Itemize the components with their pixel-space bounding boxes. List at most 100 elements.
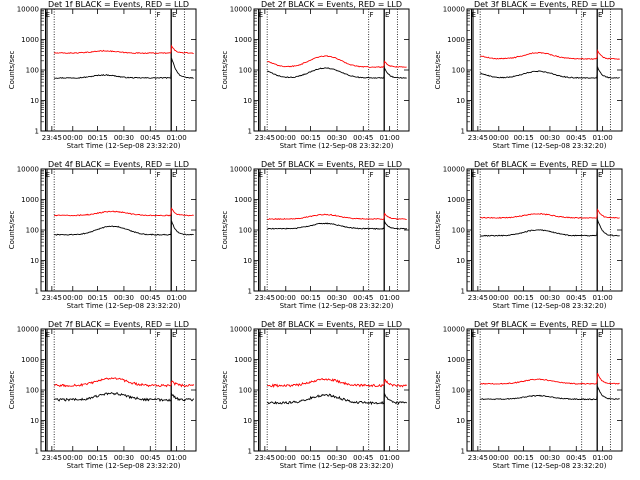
x-tick-label-8-0: 23:45 <box>255 454 275 462</box>
x-tick-label-7-0: 23:45 <box>42 454 62 462</box>
y-tick-label-7-4: 10000 <box>17 326 39 334</box>
y-tick-label-7-1: 10 <box>30 417 39 425</box>
chart-title-5: Det 5f BLACK = Events, RED = LLD <box>261 160 402 169</box>
y-axis-label-8: Counts/sec <box>221 371 229 410</box>
x-tick-label-5-0: 23:45 <box>255 294 275 302</box>
x-axis-label-5: Start Time (12-Sep-08 23:32:20) <box>280 302 394 310</box>
x-tick-label-1-5: 01:00 <box>167 134 187 142</box>
y-axis-label-6: Counts/sec <box>434 211 442 250</box>
x-tick-label-3-0: 23:45 <box>468 134 488 142</box>
y-tick-label-8-0: 1 <box>248 448 252 456</box>
y-tick-label-7-2: 100 <box>26 387 39 395</box>
series-events-line-6 <box>479 219 620 237</box>
chart-panel-2: Det 2f BLACK = Events, RED = LLD 1 10 100 10… <box>221 0 410 150</box>
x-tick-label-6-5: 01:00 <box>593 294 613 302</box>
marker-label-5-2: E <box>385 171 389 179</box>
x-tick-label-9-2: 00:15 <box>513 454 533 462</box>
y-tick-label-1-0: 1 <box>35 128 39 136</box>
chart-title-7: Det 7f BLACK = Events, RED = LLD <box>48 320 189 329</box>
chart-panel-3: Det 3f BLACK = Events, RED = LLD 1 10 100 10… <box>434 0 623 150</box>
y-tick-label-5-3: 1000 <box>234 196 252 204</box>
y-tick-label-2-3: 1000 <box>234 36 252 44</box>
y-tick-label-6-2: 100 <box>452 227 465 235</box>
chart-panel-7: Det 7f BLACK = Events, RED = LLD 1 10 100 10… <box>8 320 197 470</box>
series-lld-line-4 <box>54 207 194 217</box>
x-tick-label-5-2: 00:15 <box>300 294 320 302</box>
y-tick-label-8-1: 10 <box>243 417 252 425</box>
marker-label-5-1: F <box>369 171 373 179</box>
chart-panel-9: Det 9f BLACK = Events, RED = LLD 1 10 100 10… <box>434 320 623 470</box>
x-tick-label-9-3: 00:30 <box>540 454 560 462</box>
marker-label-4-1: F <box>156 171 160 179</box>
series-events-line-7 <box>53 391 195 403</box>
chart-panel-1: Det 1f BLACK = Events, RED = LLD 1 10 100 10… <box>8 0 197 150</box>
marker-label-8-1: F <box>369 331 373 339</box>
y-axis-label-9: Counts/sec <box>434 371 442 410</box>
marker-label-3-1: F <box>582 11 586 19</box>
x-tick-label-6-0: 23:45 <box>468 294 488 302</box>
x-axis-label-8: Start Time (12-Sep-08 23:32:20) <box>280 462 394 470</box>
plot-frame-8 <box>253 328 410 452</box>
series-lld-line-2 <box>267 55 407 69</box>
y-tick-label-6-0: 1 <box>461 288 465 296</box>
x-tick-label-1-2: 00:15 <box>87 134 107 142</box>
y-tick-label-5-2: 100 <box>239 227 252 235</box>
series-events-line-2 <box>267 66 407 79</box>
y-tick-label-2-0: 1 <box>248 128 252 136</box>
y-tick-label-1-2: 100 <box>26 67 39 75</box>
series-events-line-9 <box>480 386 620 401</box>
marker-label-7-0: E <box>46 331 50 339</box>
y-tick-label-3-4: 10000 <box>443 6 465 14</box>
marker-label-6-2: E <box>598 171 602 179</box>
y-tick-label-4-3: 1000 <box>21 196 39 204</box>
x-tick-label-6-2: 00:15 <box>513 294 533 302</box>
marker-label-5-0: E <box>259 171 263 179</box>
marker-label-7-2: E <box>172 331 176 339</box>
y-tick-label-4-4: 10000 <box>17 166 39 174</box>
x-tick-label-8-1: 00:00 <box>276 454 296 462</box>
y-tick-label-8-3: 1000 <box>234 356 252 364</box>
x-tick-label-4-5: 01:00 <box>167 294 187 302</box>
marker-label-6-0: E <box>472 171 476 179</box>
series-events-line-5 <box>267 219 408 230</box>
y-tick-label-1-4: 10000 <box>17 6 39 14</box>
x-tick-label-2-2: 00:15 <box>300 134 320 142</box>
y-tick-label-4-2: 100 <box>26 227 39 235</box>
y-tick-label-9-0: 1 <box>461 448 465 456</box>
x-tick-label-4-3: 00:30 <box>114 294 134 302</box>
marker-label-9-0: E <box>472 331 476 339</box>
marker-label-9-1: F <box>582 331 586 339</box>
y-tick-label-2-1: 10 <box>243 97 252 105</box>
marker-label-3-0: E <box>472 11 476 19</box>
plot-frame-7 <box>40 328 197 452</box>
y-tick-label-3-1: 10 <box>456 97 465 105</box>
x-axis-label-6: Start Time (12-Sep-08 23:32:20) <box>493 302 607 310</box>
y-tick-label-1-3: 1000 <box>21 36 39 44</box>
x-axis-label-4: Start Time (12-Sep-08 23:32:20) <box>67 302 181 310</box>
y-tick-label-5-4: 10000 <box>230 166 252 174</box>
x-axis-label-3: Start Time (12-Sep-08 23:32:20) <box>493 142 607 150</box>
y-tick-label-9-1: 10 <box>456 417 465 425</box>
y-axis-label-3: Counts/sec <box>434 51 442 90</box>
y-tick-label-5-1: 10 <box>243 257 252 265</box>
marker-label-6-1: F <box>582 171 586 179</box>
x-tick-label-8-5: 01:00 <box>380 454 400 462</box>
x-tick-label-7-2: 00:15 <box>87 454 107 462</box>
x-tick-label-4-1: 00:00 <box>63 294 83 302</box>
marker-label-2-2: E <box>385 11 389 19</box>
x-tick-label-9-1: 00:00 <box>489 454 509 462</box>
y-tick-label-5-0: 1 <box>248 288 252 296</box>
marker-label-1-0: E <box>46 11 50 19</box>
plot-frame-4 <box>40 168 197 292</box>
y-tick-label-7-3: 1000 <box>21 356 39 364</box>
x-tick-label-5-1: 00:00 <box>276 294 296 302</box>
marker-label-9-2: E <box>598 331 602 339</box>
x-tick-label-9-4: 00:45 <box>566 454 586 462</box>
x-tick-label-5-5: 01:00 <box>380 294 400 302</box>
x-tick-label-3-5: 01:00 <box>593 134 613 142</box>
series-lld-line-3 <box>480 49 620 60</box>
y-tick-label-6-1: 10 <box>456 257 465 265</box>
x-tick-label-3-1: 00:00 <box>489 134 509 142</box>
y-tick-label-4-1: 10 <box>30 257 39 265</box>
marker-label-8-2: E <box>385 331 389 339</box>
